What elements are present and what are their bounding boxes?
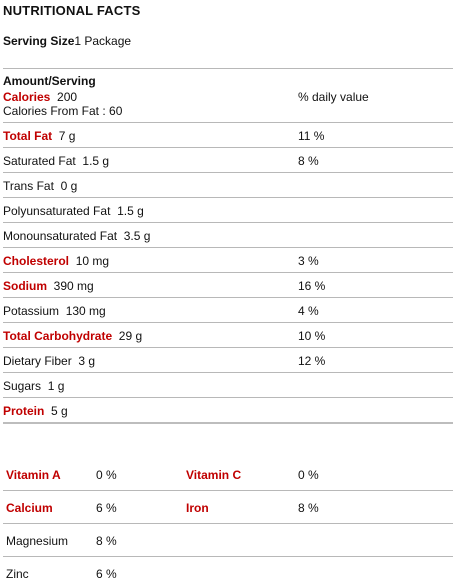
nutrient-amount: 390 mg <box>53 279 94 293</box>
calories-from-fat: Calories From Fat : 60 <box>3 104 123 118</box>
nutrient-amount: 29 g <box>118 329 143 343</box>
divider <box>3 172 453 173</box>
nutrient-daily-value: 4 % <box>298 304 319 318</box>
nutrient-label: Polyunsaturated Fat <box>3 204 111 218</box>
nutrient-label: Trans Fat <box>3 179 54 193</box>
nutrient-amount: 1 g <box>47 379 65 393</box>
nutrient-label: Monounsaturated Fat <box>3 229 118 243</box>
mineral-daily-value: 8 % <box>298 501 319 515</box>
divider <box>3 122 453 123</box>
nutrient-amount: 7 g <box>58 129 76 143</box>
divider <box>3 523 453 524</box>
amount-serving-header: Amount/Serving <box>3 74 96 88</box>
divider <box>3 247 453 248</box>
divider <box>3 397 453 398</box>
mineral-label: Zinc <box>6 567 29 581</box>
nutrient-daily-value: 12 % <box>298 354 326 368</box>
mineral-label: Magnesium <box>6 534 69 548</box>
divider <box>3 422 453 424</box>
nutrient-amount: 5 g <box>51 404 68 418</box>
divider <box>3 556 453 557</box>
mineral-label: Calcium <box>6 501 53 515</box>
nutrient-label: Dietary Fiber <box>3 354 72 368</box>
mineral-label: Vitamin C <box>186 468 242 482</box>
nutrient-amount: 3 g <box>78 354 96 368</box>
nutrient-label: Saturated Fat <box>3 154 76 168</box>
nutrient-label: Total Fat <box>3 129 53 143</box>
nutrient-label: Sugars <box>3 379 42 393</box>
nutrient-amount: 130 mg <box>65 304 106 318</box>
daily-value-header: % daily value <box>298 90 369 104</box>
nutrient-amount: 0 g <box>60 179 78 193</box>
nutrient-amount: 1.5 g <box>82 154 110 168</box>
mineral-daily-value: 6 % <box>96 501 117 515</box>
calories-value: 200 <box>57 90 78 104</box>
nutrient-amount: 1.5 g <box>117 204 144 218</box>
divider <box>3 272 453 273</box>
serving-size: Serving Size1 Package <box>3 34 131 48</box>
mineral-label: Vitamin A <box>6 468 61 482</box>
nutrient-amount: 3.5 g <box>123 229 151 243</box>
divider <box>3 322 453 323</box>
divider <box>3 222 453 223</box>
nutrient-label: Sodium <box>3 279 47 293</box>
nutrient-label: Cholesterol <box>3 254 70 268</box>
nutrient-amount: 10 mg <box>75 254 110 268</box>
serving-size-value: 1 Package <box>74 34 132 48</box>
mineral-label: Iron <box>186 501 209 515</box>
calories-label: Calories <box>3 90 51 104</box>
nutrient-label: Potassium <box>3 304 60 318</box>
divider <box>3 372 453 373</box>
nutrient-daily-value: 8 % <box>298 154 319 168</box>
nutrient-label: Total Carbohydrate <box>3 329 113 343</box>
page-title: NUTRITIONAL FACTS <box>3 3 141 18</box>
mineral-daily-value: 8 % <box>96 534 117 548</box>
divider <box>3 197 453 198</box>
mineral-daily-value: 0 % <box>96 468 117 482</box>
mineral-daily-value: 0 % <box>298 468 319 482</box>
nutrient-label: Protein <box>3 404 45 418</box>
nutrient-daily-value: 11 % <box>298 129 325 143</box>
divider <box>3 68 453 69</box>
nutrient-daily-value: 16 % <box>298 279 326 293</box>
divider <box>3 297 453 298</box>
divider <box>3 147 453 148</box>
nutrient-daily-value: 10 % <box>298 329 326 343</box>
divider <box>3 490 453 491</box>
nutrient-daily-value: 3 % <box>298 254 319 268</box>
mineral-daily-value: 6 % <box>96 567 117 581</box>
serving-size-label: Serving Size <box>3 34 75 48</box>
divider <box>3 347 453 348</box>
